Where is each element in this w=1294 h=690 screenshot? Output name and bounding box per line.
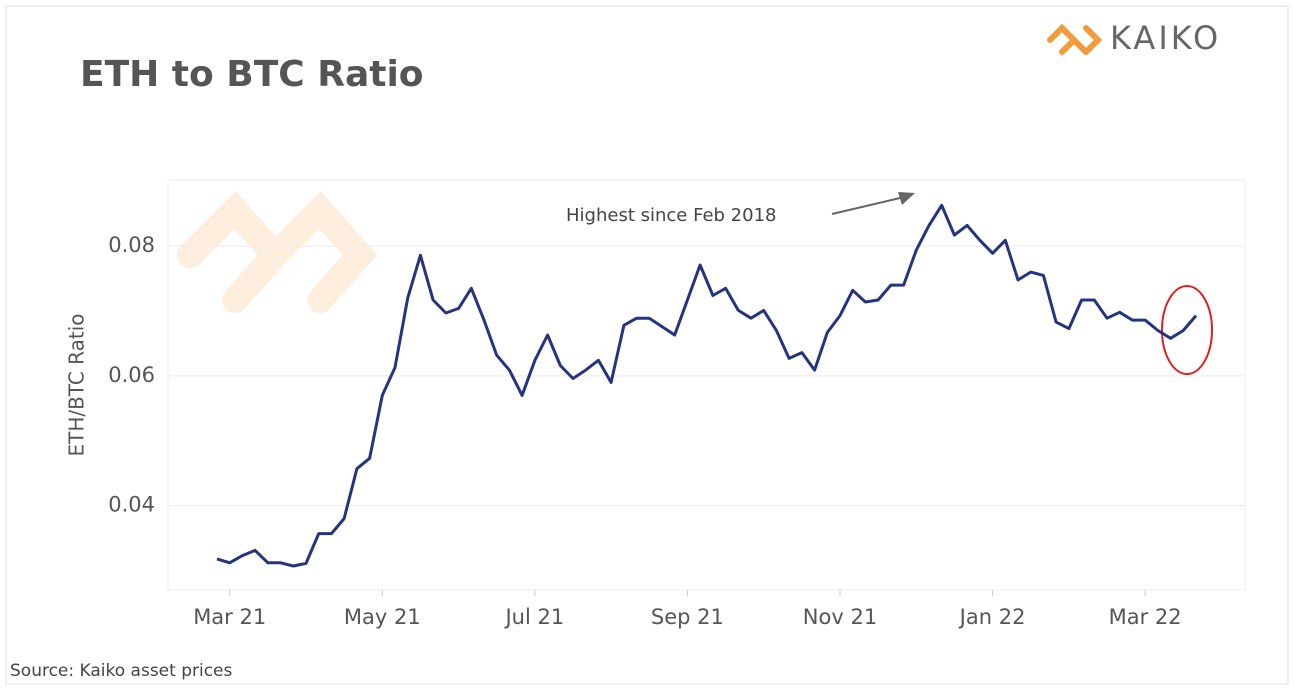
x-tick-label: Mar 22 bbox=[1109, 605, 1182, 629]
x-tick-label: Jan 22 bbox=[958, 605, 1026, 629]
watermark bbox=[177, 191, 378, 313]
frame bbox=[5, 5, 1289, 685]
x-tick-label: Nov 21 bbox=[803, 605, 877, 629]
y-tick-label: 0.06 bbox=[108, 363, 155, 387]
x-tick-label: Sep 21 bbox=[651, 605, 724, 629]
source: Source: Kaiko asset prices bbox=[10, 661, 233, 681]
x-tick-label: May 21 bbox=[344, 605, 421, 629]
line bbox=[216, 203, 1198, 568]
logo-text: KAIKO bbox=[1110, 19, 1221, 57]
x-tick-label: Mar 21 bbox=[193, 605, 266, 629]
arrow-head bbox=[898, 192, 915, 205]
x-tick-label: Jul 21 bbox=[503, 605, 564, 629]
logo-icon bbox=[1047, 23, 1103, 55]
y-tick-label: 0.08 bbox=[108, 233, 155, 257]
annotation: Highest since Feb 2018 bbox=[566, 205, 776, 226]
plot-border bbox=[167, 179, 1246, 591]
chart-title: ETH to BTC Ratio bbox=[80, 54, 424, 95]
annotation-arrow bbox=[831, 197, 901, 215]
y-tick-label: 0.04 bbox=[108, 493, 155, 517]
y-axis-label: ETH/BTC Ratio bbox=[65, 313, 89, 456]
highlight-circle bbox=[1161, 285, 1213, 375]
